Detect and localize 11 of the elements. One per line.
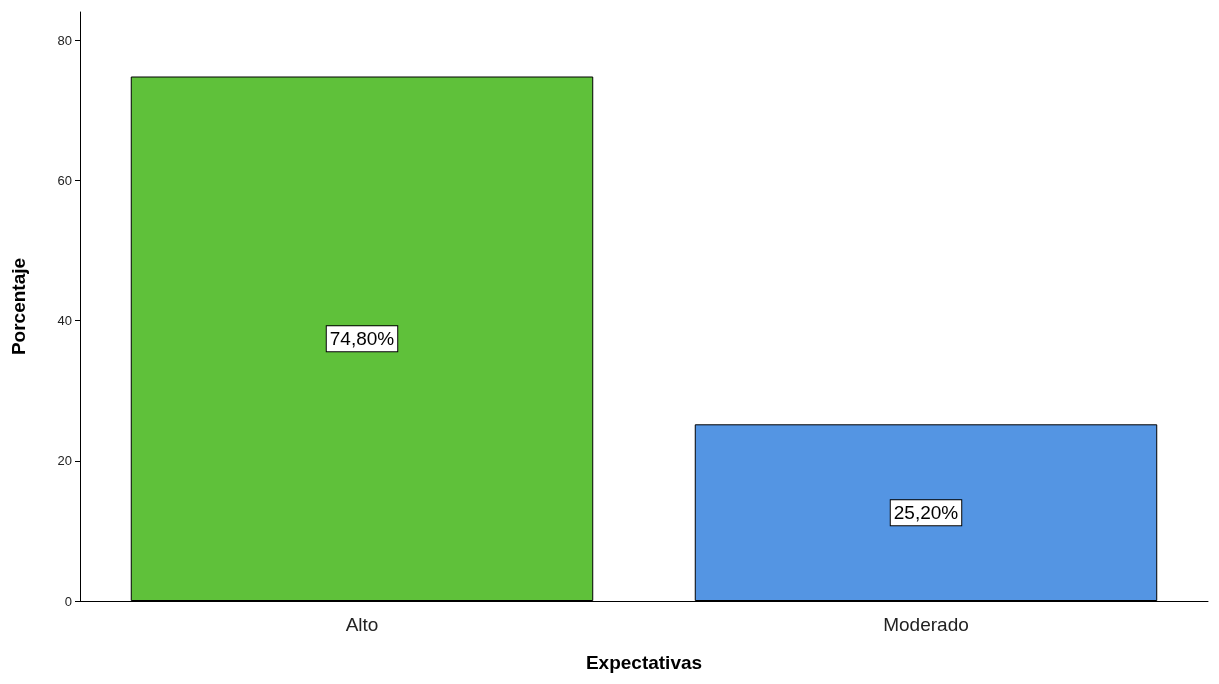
data-label: 74,80% (329, 328, 395, 350)
y-tick-label: 60 (57, 172, 72, 188)
x-tick-label: Alto (345, 614, 379, 635)
x-axis-title: Expectativas (585, 652, 703, 673)
x-tick-label: Moderado (883, 614, 969, 635)
y-tick-label: 20 (57, 453, 72, 469)
y-tick-label: 80 (57, 32, 72, 48)
y-tick-label: 40 (57, 313, 72, 329)
data-label: 25,20% (893, 502, 959, 524)
y-axis-title: Porcentaje (8, 257, 29, 356)
y-tick-label: 0 (64, 593, 72, 609)
